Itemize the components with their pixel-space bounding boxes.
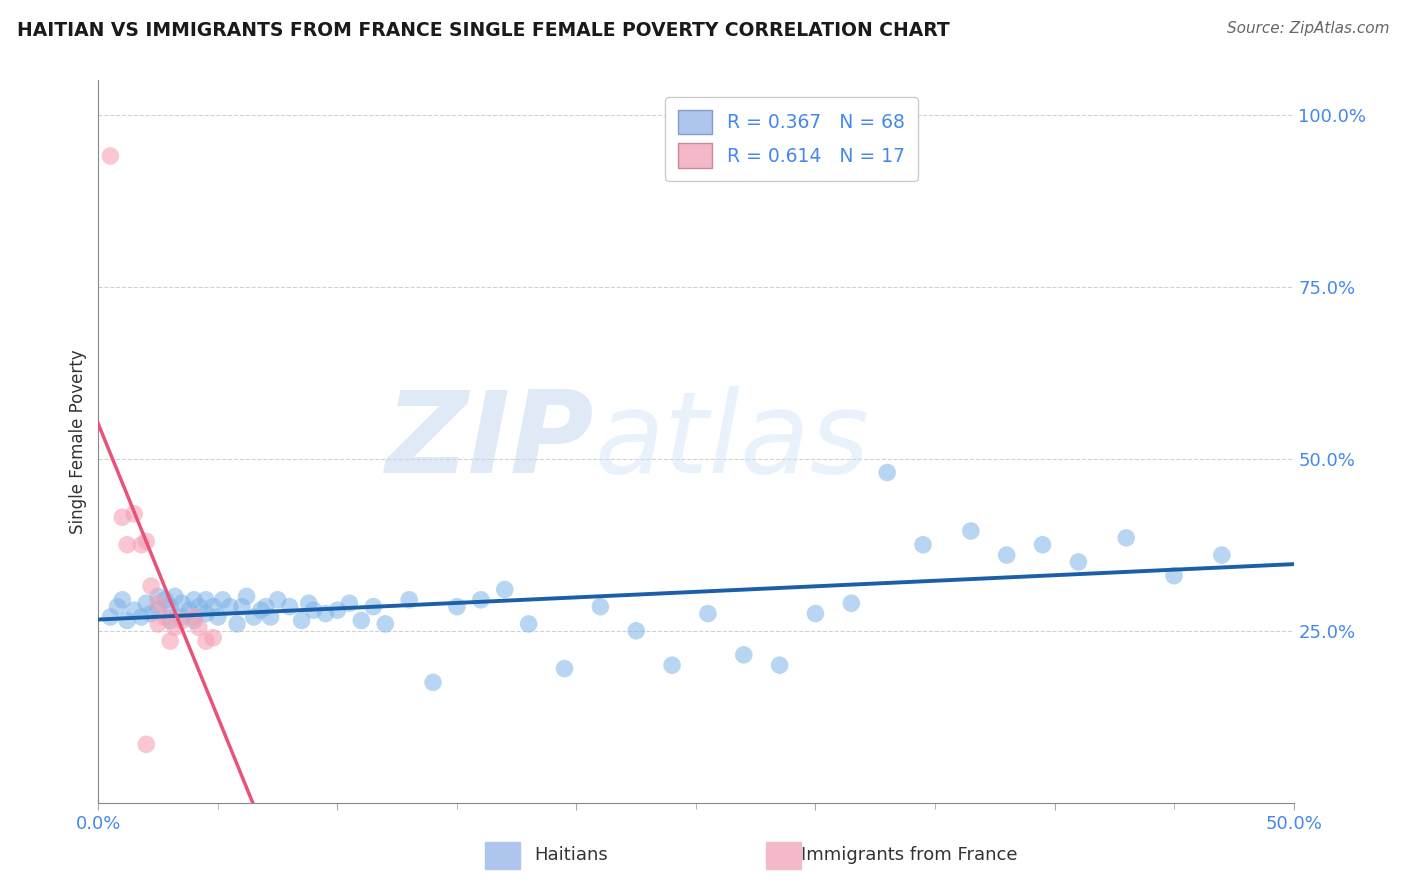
Point — [172, 610, 194, 624]
Point — [148, 596, 170, 610]
Point — [135, 534, 157, 549]
Point — [159, 634, 181, 648]
Point — [98, 610, 122, 624]
Point — [115, 538, 138, 552]
Point — [98, 149, 122, 163]
Point — [315, 607, 337, 621]
Point — [768, 658, 790, 673]
Point — [494, 582, 516, 597]
Legend: R = 0.367   N = 68, R = 0.614   N = 17: R = 0.367 N = 68, R = 0.614 N = 17 — [665, 97, 918, 181]
Point — [139, 607, 162, 621]
Text: Immigrants from France: Immigrants from France — [801, 846, 1018, 863]
Point — [155, 610, 177, 624]
Point — [589, 599, 612, 614]
Point — [876, 466, 898, 480]
Point — [148, 590, 170, 604]
Point — [135, 596, 157, 610]
Text: ZIP: ZIP — [385, 386, 595, 497]
Point — [111, 510, 134, 524]
Point — [195, 634, 218, 648]
Point — [159, 614, 181, 628]
Point — [911, 538, 934, 552]
Point — [163, 620, 186, 634]
Point — [226, 616, 249, 631]
Point — [470, 592, 492, 607]
Point — [135, 737, 157, 751]
Point — [183, 614, 205, 628]
Point — [1115, 531, 1137, 545]
Point — [195, 607, 218, 621]
Text: atlas: atlas — [595, 386, 869, 497]
Point — [172, 614, 194, 628]
Point — [626, 624, 648, 638]
Point — [517, 616, 540, 631]
Point — [202, 631, 225, 645]
Point — [254, 599, 277, 614]
Point — [804, 607, 827, 621]
Point — [155, 592, 177, 607]
Point — [278, 599, 301, 614]
Point — [259, 610, 281, 624]
Point — [235, 590, 257, 604]
Point — [298, 596, 321, 610]
Point — [554, 662, 576, 676]
Point — [1067, 555, 1090, 569]
Point — [374, 616, 396, 631]
Point — [148, 616, 170, 631]
Point — [139, 579, 162, 593]
Point — [326, 603, 349, 617]
Point — [841, 596, 863, 610]
Text: Source: ZipAtlas.com: Source: ZipAtlas.com — [1226, 21, 1389, 37]
Point — [172, 596, 194, 610]
Point — [179, 603, 201, 617]
Point — [960, 524, 983, 538]
Point — [398, 592, 420, 607]
Point — [231, 599, 253, 614]
Point — [350, 614, 373, 628]
Point — [159, 599, 181, 614]
Point — [124, 507, 146, 521]
Point — [697, 607, 720, 621]
Point — [107, 599, 129, 614]
Point — [124, 603, 146, 617]
Point — [187, 620, 209, 634]
Point — [267, 592, 290, 607]
Point — [207, 610, 229, 624]
Point — [250, 603, 273, 617]
Point — [995, 548, 1018, 562]
Point — [1163, 568, 1185, 582]
Point — [131, 538, 153, 552]
Point — [183, 592, 205, 607]
Point — [243, 610, 266, 624]
Point — [115, 614, 138, 628]
Point — [131, 610, 153, 624]
Point — [183, 610, 205, 624]
Point — [661, 658, 683, 673]
Point — [363, 599, 385, 614]
Point — [163, 590, 186, 604]
Y-axis label: Single Female Poverty: Single Female Poverty — [69, 350, 87, 533]
Point — [148, 603, 170, 617]
Point — [1211, 548, 1233, 562]
Point — [195, 592, 218, 607]
Point — [733, 648, 755, 662]
Point — [219, 599, 242, 614]
Point — [422, 675, 444, 690]
Point — [187, 599, 209, 614]
Point — [111, 592, 134, 607]
Text: Haitians: Haitians — [534, 846, 607, 863]
Point — [291, 614, 314, 628]
Point — [339, 596, 361, 610]
Point — [211, 592, 233, 607]
Point — [202, 599, 225, 614]
Point — [302, 603, 325, 617]
Point — [1032, 538, 1054, 552]
Text: HAITIAN VS IMMIGRANTS FROM FRANCE SINGLE FEMALE POVERTY CORRELATION CHART: HAITIAN VS IMMIGRANTS FROM FRANCE SINGLE… — [17, 21, 949, 40]
Point — [446, 599, 468, 614]
